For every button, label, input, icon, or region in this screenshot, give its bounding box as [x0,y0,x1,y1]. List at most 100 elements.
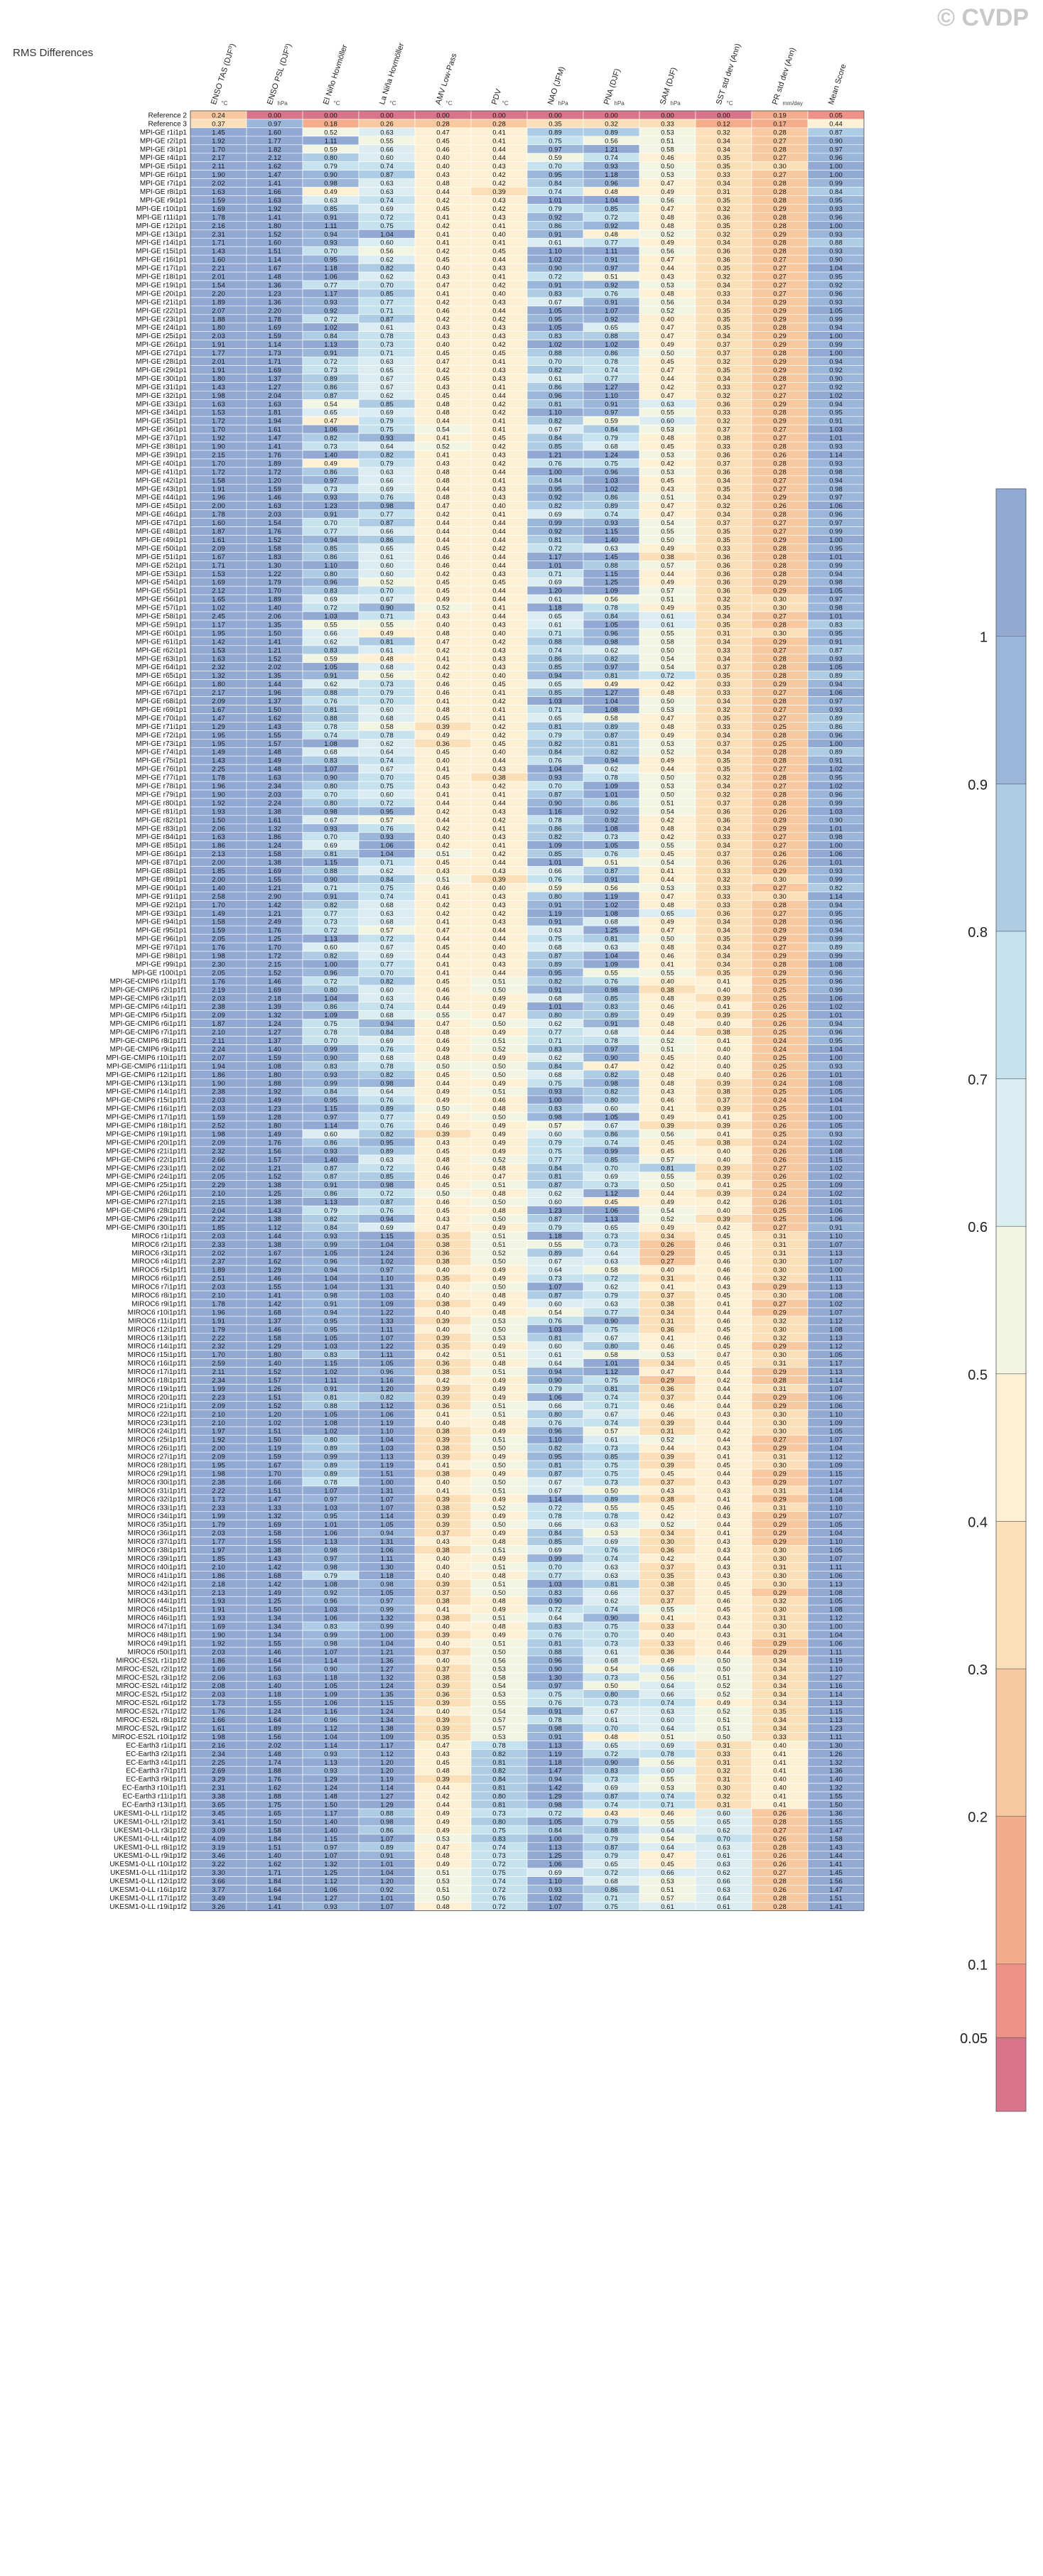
cell-value: 0.42 [436,1377,450,1385]
row-label: MPI-GE-CMIP6 r7i1p1f1 [110,1029,188,1037]
cell-value: 1.31 [380,1538,394,1546]
cell-value: 0.53 [661,468,674,476]
cell-value: 0.89 [605,129,618,136]
cell-value: 0.36 [717,570,730,578]
cell-value: 0.25 [773,1029,787,1037]
row-label: MIROC6 r10i1p1f1 [128,1309,188,1316]
cell-value: 0.79 [380,460,394,467]
cell-value: 0.60 [380,791,394,799]
cell-value: 1.93 [212,1598,225,1606]
row-label: MPI-GE r36i1p1 [136,426,187,434]
cell-value: 0.75 [605,1462,618,1470]
cell-value: 0.73 [605,1233,618,1240]
cell-value: 0.50 [717,1657,730,1665]
column-unit: °C [446,100,453,107]
cell-value: 0.81 [605,1581,618,1589]
cell-value: 0.52 [661,1521,674,1529]
row-label: MPI-GE-CMIP6 r3i1p1f1 [110,995,188,1002]
cell-value: 1.71 [268,358,281,366]
cell-value: 1.01 [829,1198,843,1206]
cell-value: 0.77 [605,375,618,383]
cell-value: 0.45 [436,715,450,723]
row-label: MPI-GE r26i1p1 [136,341,187,349]
cell-value: 1.92 [212,799,225,807]
cell-value: 0.66 [548,867,562,875]
cell-value: 0.53 [661,171,674,179]
cell-value: 0.96 [324,1716,337,1724]
cell-value: 0.25 [773,995,787,1002]
cell-value: 1.06 [829,995,843,1002]
cell-value: 0.43 [436,332,450,340]
cell-value: 1.76 [268,528,281,536]
cell-value: 0.95 [829,629,843,637]
cell-value: 0.28 [773,468,787,476]
cell-value: 1.08 [829,960,843,968]
cell-value: 2.38 [212,1088,225,1096]
cell-value: 0.63 [605,1564,618,1571]
cell-value: 0.74 [605,511,618,519]
cell-value: 1.12 [829,1343,843,1351]
cell-value: 0.29 [773,1589,787,1597]
cell-value: 0.61 [548,621,562,629]
cell-value: 0.99 [548,519,562,527]
cell-value: 0.91 [324,1181,337,1189]
cell-value: 0.49 [492,1470,506,1478]
cell-value: 1.89 [268,596,281,604]
row-label: MIROC6 r2i1p1f1 [131,1241,187,1249]
cell-value: 0.61 [548,239,562,247]
cell-value: 0.25 [773,723,787,731]
cell-value: 0.84 [548,180,562,188]
cell-value: 0.39 [717,1080,730,1088]
cell-value: 0.43 [436,783,450,791]
cell-value: 0.96 [548,1657,562,1665]
cell-value: 0.61 [548,1351,562,1359]
cell-value: 1.01 [829,859,843,867]
cell-value: 0.48 [380,655,394,663]
cell-value: 1.01 [829,825,843,833]
cell-value: 1.79 [268,579,281,587]
cell-value: 1.38 [268,1198,281,1206]
cell-value: 1.59 [212,1114,225,1122]
cell-value: 3.38 [212,1793,225,1801]
row-label: MPI-GE r10i1p1 [136,205,187,213]
cell-value: 1.32 [268,1012,281,1019]
cell-value: 1.27 [605,384,618,391]
cell-value: 0.48 [661,1080,674,1088]
cell-value: 0.43 [492,485,506,493]
cell-value: 1.92 [212,1436,225,1444]
cell-value: 1.34 [268,1632,281,1640]
cell-value: 0.63 [548,927,562,935]
cell-value: 0.41 [436,698,450,705]
cell-value: 0.99 [324,1632,337,1640]
cell-value: 0.29 [773,1521,787,1529]
cell-value: 0.46 [436,995,450,1002]
cell-value: 1.05 [324,1411,337,1419]
cell-value: 0.91 [605,401,618,408]
cell-value: 0.29 [773,231,787,239]
cell-value: 0.33 [717,1750,730,1758]
row-label: MPI-GE r92i1p1 [136,902,187,909]
cell-value: 0.34 [717,494,730,502]
row-label: MIROC6 r39i1p1f1 [128,1555,188,1563]
cell-value: 0.76 [380,1097,394,1105]
cell-value: 0.99 [829,799,843,807]
cell-value: 0.84 [548,477,562,485]
cell-value: 0.30 [773,1267,787,1275]
cell-value: 0.44 [661,265,674,273]
cell-value: 1.53 [212,646,225,654]
cell-value: 0.78 [380,732,394,740]
cell-value: 0.47 [436,358,450,366]
cell-value: 1.08 [829,1326,843,1333]
cell-value: 1.50 [268,629,281,637]
cell-value: 0.71 [548,1037,562,1045]
cell-value: 0.41 [436,1462,450,1470]
cell-value: 0.49 [492,1267,506,1275]
cell-value: 0.61 [605,1716,618,1724]
cell-value: 0.90 [605,1054,618,1062]
cell-value: 0.76 [380,1207,394,1215]
cell-value: 0.80 [605,1343,618,1351]
cell-value: 0.51 [492,1436,506,1444]
cell-value: 1.56 [268,1733,281,1741]
row-label: MIROC6 r27i1p1f1 [128,1454,188,1461]
cell-value: 0.27 [773,171,787,179]
